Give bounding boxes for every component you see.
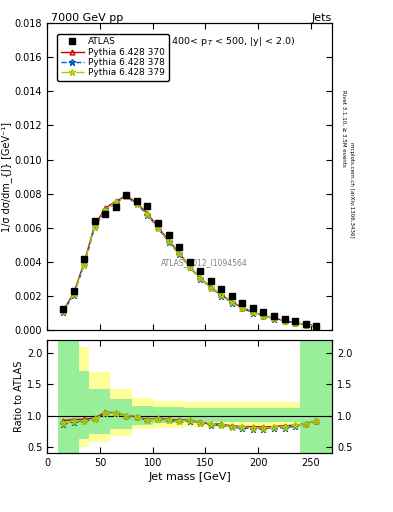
Text: mcplots.cern.ch [arXiv:1306.3436]: mcplots.cern.ch [arXiv:1306.3436] [349,142,354,237]
X-axis label: Jet mass [GeV]: Jet mass [GeV] [148,472,231,482]
Text: Jets: Jets [312,13,332,23]
Text: Jet mass (CA(1.2), 400< p$_T$ < 500, |y| < 2.0): Jet mass (CA(1.2), 400< p$_T$ < 500, |y|… [83,35,296,48]
Legend: ATLAS, Pythia 6.428 370, Pythia 6.428 378, Pythia 6.428 379: ATLAS, Pythia 6.428 370, Pythia 6.428 37… [57,34,169,81]
Y-axis label: Ratio to ATLAS: Ratio to ATLAS [14,361,24,433]
Text: ATLAS_2012_I1094564: ATLAS_2012_I1094564 [160,258,247,267]
Text: Rivet 3.1.10, ≥ 3.5M events: Rivet 3.1.10, ≥ 3.5M events [341,90,346,166]
Y-axis label: 1/σ dσ/dm_{J} [GeV⁻¹]: 1/σ dσ/dm_{J} [GeV⁻¹] [1,122,12,231]
Text: 7000 GeV pp: 7000 GeV pp [51,13,123,23]
